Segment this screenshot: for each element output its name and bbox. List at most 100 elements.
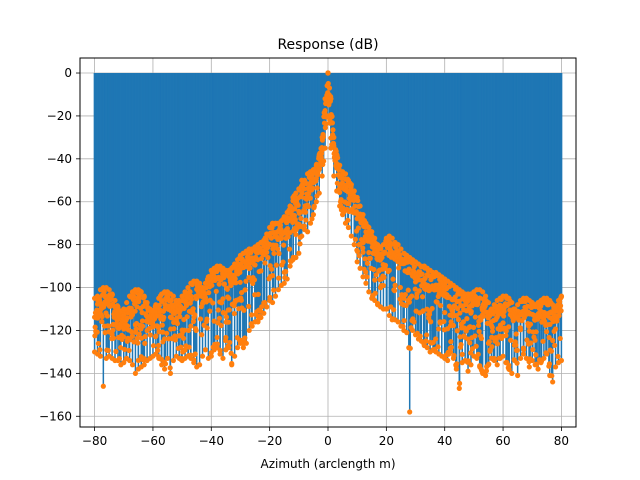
data-point [433, 336, 439, 342]
data-point [345, 224, 352, 231]
data-point [223, 314, 230, 320]
data-point [187, 289, 193, 295]
data-point [310, 212, 317, 218]
data-point [547, 297, 553, 304]
data-point [558, 293, 565, 299]
data-point [110, 335, 117, 341]
data-point [121, 360, 127, 366]
data-point [284, 276, 290, 282]
data-point [494, 341, 501, 347]
data-point [193, 327, 199, 334]
data-point [169, 315, 175, 321]
data-point [450, 355, 457, 361]
data-point [299, 190, 305, 196]
data-point [455, 316, 462, 323]
data-point [293, 231, 299, 238]
data-point [179, 293, 185, 299]
data-point [512, 306, 518, 312]
data-point [339, 212, 346, 218]
data-point [221, 281, 228, 287]
data-point [328, 145, 334, 151]
data-point [423, 338, 429, 344]
data-point [476, 328, 482, 335]
data-point [450, 322, 457, 329]
data-point [480, 313, 486, 319]
data-point [246, 327, 252, 334]
data-point [403, 302, 409, 309]
data-point [94, 329, 100, 335]
data-point [269, 266, 275, 272]
data-point [153, 302, 159, 308]
data-point [188, 355, 194, 361]
data-point [159, 322, 165, 328]
data-point [258, 314, 264, 321]
data-point [457, 310, 463, 316]
y-tick-label: −60 [47, 195, 72, 209]
data-point [232, 261, 238, 267]
data-point [540, 338, 546, 344]
data-point [311, 203, 317, 209]
data-point [469, 346, 476, 352]
y-tick-label: −120 [39, 323, 72, 337]
data-point [120, 334, 127, 340]
data-point [109, 291, 115, 297]
data-point [241, 307, 247, 313]
data-point [264, 249, 270, 255]
data-point [155, 342, 162, 349]
data-point [214, 345, 220, 351]
data-point [337, 162, 343, 168]
data-point [258, 255, 265, 262]
data-point [224, 286, 230, 292]
data-point [348, 181, 354, 188]
data-point [226, 307, 232, 313]
data-point [406, 299, 413, 305]
data-point [296, 210, 303, 216]
data-point [454, 305, 461, 312]
data-point [396, 265, 402, 271]
data-point [398, 246, 404, 252]
data-point [389, 235, 395, 241]
data-point [227, 339, 233, 346]
data-point [541, 355, 547, 361]
data-point [429, 305, 435, 312]
data-point [142, 333, 148, 340]
data-point [372, 235, 378, 241]
data-point [509, 299, 515, 306]
data-point [285, 234, 291, 240]
data-point [453, 366, 459, 372]
data-point [104, 313, 111, 319]
data-point [380, 282, 387, 289]
data-point [488, 306, 494, 312]
y-tick-label: −100 [39, 281, 72, 295]
data-point [313, 199, 319, 205]
data-point [233, 280, 239, 286]
data-point [206, 290, 212, 296]
data-point [515, 372, 521, 379]
data-point [527, 321, 534, 327]
data-point [243, 340, 249, 346]
data-point [223, 334, 229, 341]
data-point [199, 353, 206, 359]
data-point [390, 276, 396, 282]
data-point [454, 328, 460, 334]
data-point [490, 311, 496, 317]
data-point [182, 347, 188, 353]
data-point [180, 335, 187, 341]
data-point [546, 334, 552, 341]
data-point [520, 351, 527, 357]
data-point [382, 249, 388, 255]
data-point [386, 267, 392, 273]
data-point [202, 280, 209, 286]
data-point [281, 214, 287, 220]
data-point [94, 293, 101, 299]
data-point [322, 108, 328, 114]
data-point [397, 284, 403, 291]
data-point [462, 357, 468, 364]
data-point [316, 166, 323, 172]
data-point [517, 327, 524, 333]
data-point [538, 360, 544, 366]
data-point [533, 352, 539, 358]
data-point [139, 318, 146, 324]
data-point [512, 357, 518, 364]
data-point [438, 303, 444, 309]
